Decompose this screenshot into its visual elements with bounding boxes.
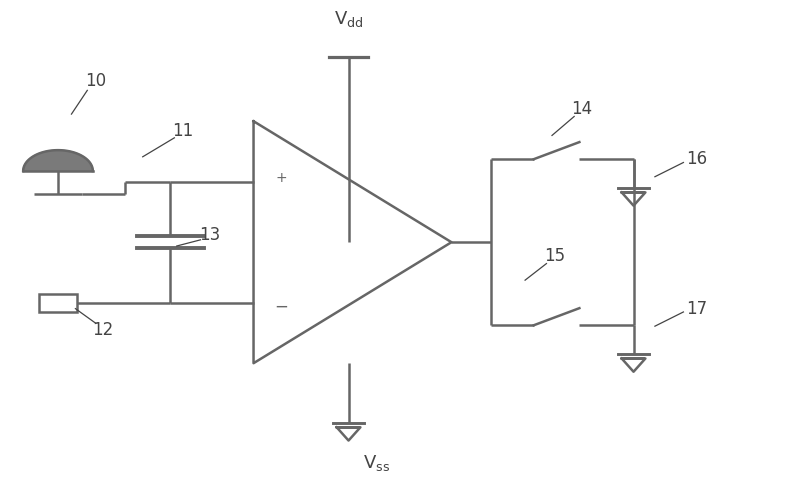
Text: $\mathregular{V_{dd}}$: $\mathregular{V_{dd}}$: [334, 9, 363, 29]
Text: 10: 10: [85, 72, 106, 90]
Text: +: +: [275, 171, 287, 185]
Bar: [39, 294, 77, 312]
Text: 17: 17: [686, 300, 708, 318]
Text: 12: 12: [93, 321, 114, 339]
Text: 15: 15: [544, 247, 565, 265]
Text: 13: 13: [199, 226, 221, 244]
Text: 14: 14: [571, 100, 593, 119]
Text: 11: 11: [172, 122, 193, 139]
Polygon shape: [23, 150, 93, 171]
Text: 16: 16: [686, 150, 708, 168]
Text: $\mathregular{V_{ss}}$: $\mathregular{V_{ss}}$: [362, 453, 390, 473]
Text: −: −: [274, 297, 288, 315]
